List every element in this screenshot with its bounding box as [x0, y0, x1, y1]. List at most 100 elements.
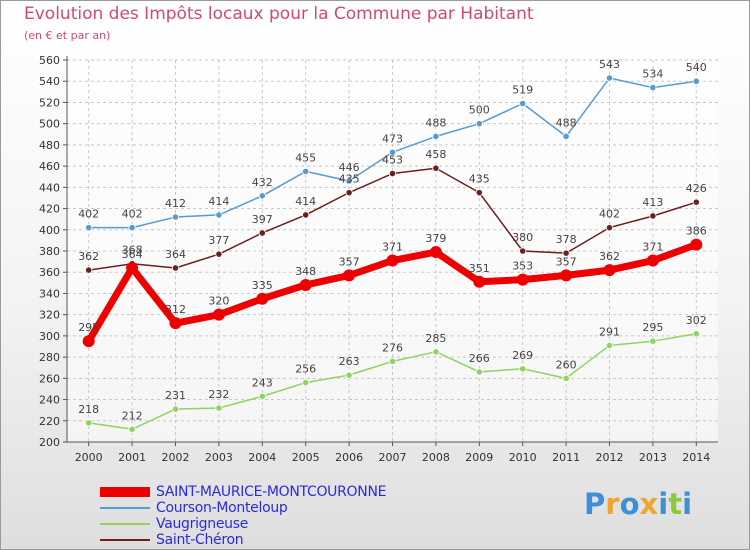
- x-tick-label: 2014: [682, 451, 710, 464]
- data-label: 362: [599, 250, 620, 263]
- data-label: 295: [78, 321, 99, 334]
- y-tick-label: 340: [39, 287, 60, 300]
- data-point: [345, 189, 353, 197]
- y-tick-label: 420: [39, 203, 60, 216]
- x-tick-label: 2005: [292, 451, 320, 464]
- data-label: 357: [556, 255, 577, 268]
- data-label: 371: [642, 241, 663, 254]
- data-label: 285: [425, 332, 446, 345]
- x-tick-label: 2011: [552, 451, 580, 464]
- data-label: 500: [469, 104, 490, 117]
- x-tick-label: 2003: [205, 451, 233, 464]
- x-tick-label: 2009: [465, 451, 493, 464]
- logo-letter: r: [605, 487, 620, 521]
- data-point: [345, 177, 353, 185]
- x-tick-label: 2007: [379, 451, 407, 464]
- data-point: [302, 167, 310, 176]
- x-tick-label: 2001: [118, 451, 146, 464]
- y-tick-label: 500: [39, 118, 60, 131]
- data-point: [258, 192, 266, 200]
- y-tick-label: 560: [39, 54, 60, 67]
- y-tick-label: 200: [39, 436, 60, 449]
- data-point: [562, 249, 570, 257]
- data-label: 446: [339, 161, 360, 174]
- legend-label: Saint-Chéron: [156, 532, 244, 548]
- data-point: [692, 330, 700, 338]
- y-tick-label: 240: [39, 394, 60, 407]
- legend-swatch: [100, 523, 150, 525]
- data-label: 413: [642, 196, 663, 209]
- x-tick-label: 2002: [162, 451, 190, 464]
- legend-swatch: [100, 539, 150, 541]
- data-point: [302, 211, 310, 219]
- logo-letter: x: [639, 487, 659, 521]
- data-point: [258, 229, 266, 237]
- data-label: 534: [642, 68, 663, 81]
- legend-item-courson: Courson-Monteloup: [100, 500, 500, 516]
- data-point: [256, 292, 269, 305]
- data-label: 357: [339, 255, 360, 268]
- data-point: [85, 419, 93, 427]
- y-tick-label: 280: [39, 351, 60, 364]
- data-label: 386: [686, 225, 707, 238]
- data-label: 256: [295, 363, 316, 376]
- data-label: 379: [425, 232, 446, 245]
- legend-item-saint-cheron: Saint-Chéron: [100, 532, 500, 548]
- y-tick-label: 380: [39, 245, 60, 258]
- y-tick-label: 540: [39, 75, 60, 88]
- data-label: 432: [252, 176, 273, 189]
- chart-title: Evolution des Impôts locaux pour la Comm…: [24, 4, 534, 24]
- data-label: 473: [382, 132, 403, 145]
- data-point: [388, 148, 397, 156]
- y-tick-label: 460: [39, 160, 60, 173]
- legend-label: Courson-Monteloup: [156, 500, 288, 516]
- y-tick-label: 440: [39, 181, 60, 194]
- data-label: 335: [252, 279, 273, 292]
- data-label: 260: [556, 358, 577, 371]
- logo-letter: o: [619, 487, 640, 521]
- data-label: 312: [165, 303, 186, 316]
- legend-swatch: [100, 487, 150, 497]
- data-label: 488: [425, 116, 446, 129]
- data-point: [516, 273, 529, 286]
- data-label: 458: [425, 148, 446, 161]
- y-tick-label: 300: [39, 330, 60, 343]
- data-label: 380: [512, 231, 533, 244]
- data-point: [128, 425, 136, 433]
- x-tick-label: 2008: [422, 451, 450, 464]
- data-label: 364: [122, 248, 143, 261]
- data-point: [126, 261, 139, 274]
- data-point: [432, 132, 440, 140]
- legend-item-vaugrigneuse: Vaugrigneuse: [100, 516, 500, 532]
- data-point: [603, 264, 616, 277]
- data-point: [85, 224, 93, 232]
- data-label: 455: [295, 151, 316, 164]
- data-point: [128, 224, 136, 232]
- data-label: 232: [208, 388, 229, 401]
- data-point: [171, 264, 180, 272]
- legend-label: SAINT-MAURICE-MONTCOURONNE: [156, 484, 387, 500]
- data-point: [345, 371, 353, 379]
- data-label: 519: [512, 84, 533, 97]
- data-point: [215, 404, 223, 412]
- data-label: 371: [382, 241, 403, 254]
- data-point: [692, 77, 700, 85]
- data-point: [692, 198, 700, 206]
- data-label: 212: [122, 409, 143, 422]
- y-tick-label: 400: [39, 224, 60, 237]
- data-label: 377: [208, 234, 229, 247]
- data-point: [258, 392, 266, 400]
- data-label: 295: [642, 321, 663, 334]
- data-point: [475, 368, 483, 376]
- data-label: 291: [599, 325, 620, 338]
- data-label: 320: [208, 295, 229, 308]
- data-label: 435: [469, 173, 490, 186]
- data-label: 540: [686, 61, 707, 74]
- legend: SAINT-MAURICE-MONTCOURONNE Courson-Monte…: [100, 484, 500, 548]
- x-tick-label: 2012: [596, 451, 624, 464]
- data-point: [562, 374, 570, 382]
- data-label: 453: [382, 154, 403, 167]
- data-point: [85, 266, 93, 274]
- data-point: [475, 189, 483, 197]
- data-label: 302: [686, 314, 707, 327]
